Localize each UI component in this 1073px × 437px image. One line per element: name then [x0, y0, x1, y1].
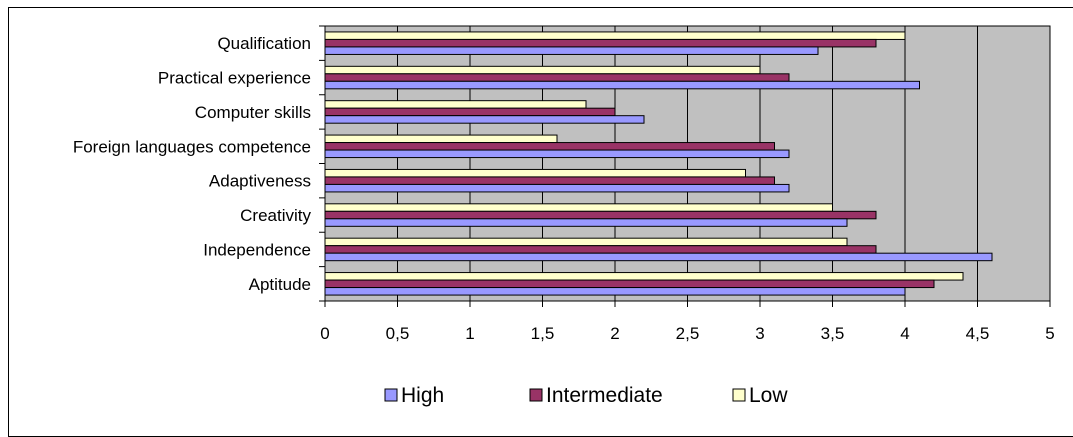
x-tick-label-1: 0,5	[386, 324, 410, 343]
bar-high-2	[324, 115, 645, 124]
bar-chart: Qualification Practical experience Compute…	[73, 25, 1055, 407]
category-label-4: Adaptiveness	[209, 172, 311, 191]
bar-intermediate-0	[324, 38, 877, 48]
bar-intermediate-1	[324, 73, 790, 82]
legend-swatch-high	[384, 388, 398, 402]
bar-high-6	[324, 252, 993, 262]
legend-label-intermediate: Intermediate	[546, 384, 663, 407]
bar-high-4	[324, 183, 790, 193]
bar-low-6	[324, 237, 848, 247]
legend-swatch-low	[732, 388, 746, 402]
bar-high-3	[324, 149, 790, 159]
x-tick-label-4: 2	[610, 324, 619, 343]
category-label-2: Computer skills	[195, 103, 311, 122]
bar-intermediate-7	[324, 279, 935, 289]
legend-swatch-intermediate	[529, 388, 543, 402]
bar-low-1	[324, 65, 761, 75]
legend-label-high: High	[401, 384, 444, 407]
category-label-3: Foreign languages competence	[73, 137, 311, 156]
legend-label-low: Low	[749, 384, 788, 407]
bar-low-7	[324, 272, 964, 281]
x-tick-label-6: 3	[755, 324, 764, 343]
x-tick-label-10: 5	[1045, 324, 1054, 343]
bar-intermediate-3	[324, 142, 775, 151]
bar-intermediate-2	[324, 107, 616, 117]
bar-high-7	[324, 287, 906, 296]
x-tick-label-5: 2,5	[676, 324, 700, 343]
x-tick-label-9: 4,5	[966, 324, 990, 343]
category-label-1: Practical experience	[158, 69, 311, 88]
x-tick-label-3: 1,5	[531, 324, 555, 343]
x-tick-label-2: 1	[465, 324, 474, 343]
bar-high-1	[324, 80, 920, 90]
x-tick-label-7: 3,5	[821, 324, 845, 343]
bar-intermediate-5	[324, 210, 877, 220]
category-label-0: Qualification	[217, 34, 311, 53]
bar-low-5	[324, 203, 833, 212]
category-label-7: Aptitude	[249, 275, 311, 294]
bar-low-2	[324, 100, 587, 109]
bar-low-4	[324, 168, 746, 178]
category-label-6: Independence	[203, 240, 311, 259]
bar-intermediate-4	[324, 176, 775, 185]
bar-low-0	[324, 31, 906, 40]
x-tick-label-0: 0	[320, 324, 329, 343]
x-tick-label-8: 4	[900, 324, 909, 343]
bar-low-3	[324, 134, 558, 144]
bar-high-0	[324, 46, 819, 55]
bar-intermediate-6	[324, 245, 877, 254]
bar-high-5	[324, 218, 848, 227]
category-label-5: Creativity	[240, 206, 311, 225]
